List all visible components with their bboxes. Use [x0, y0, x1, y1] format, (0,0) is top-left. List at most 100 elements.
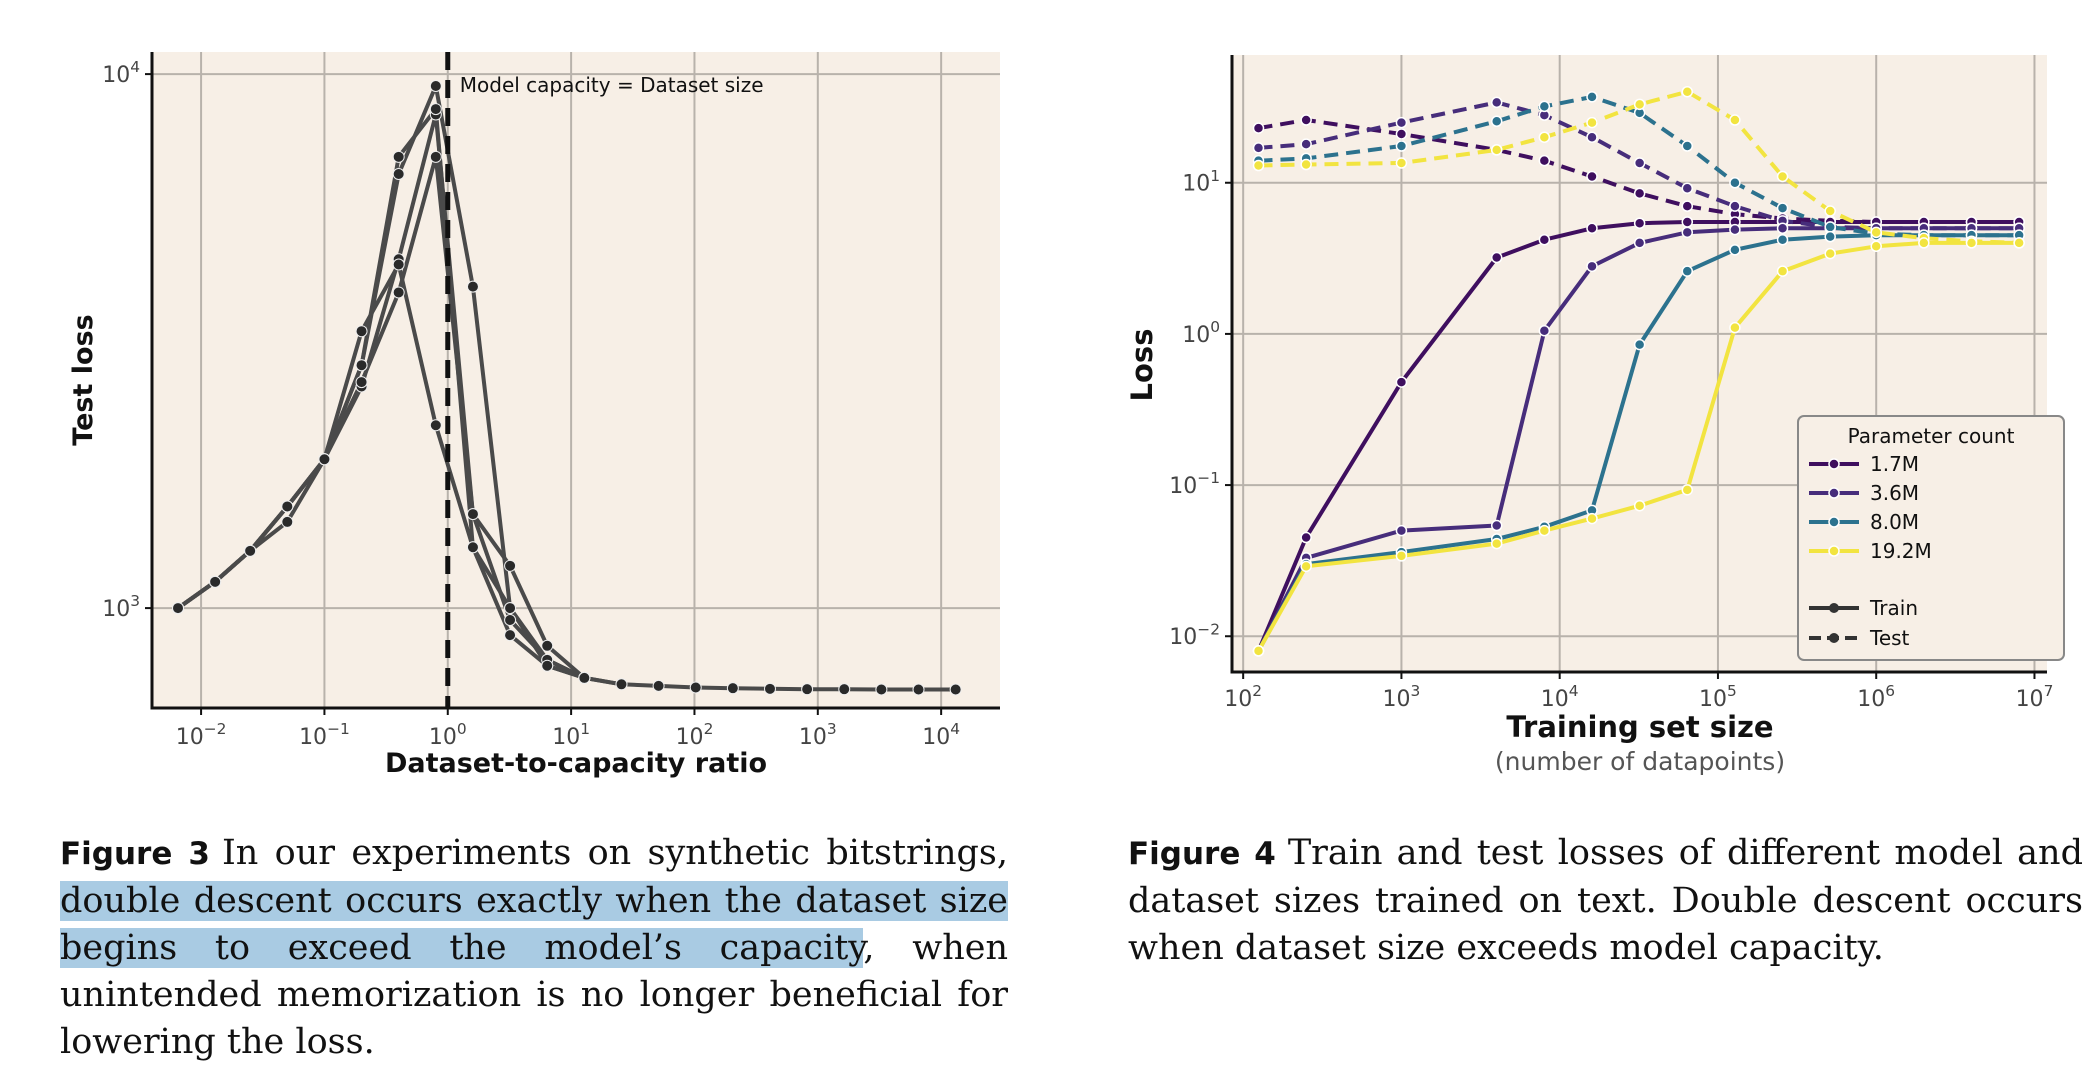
- capacity-annotation: Model capacity = Dataset size: [460, 73, 764, 97]
- test-point: [1395, 116, 1408, 129]
- y-tick-label: 104: [102, 58, 140, 88]
- data-point: [281, 515, 294, 528]
- figure-4-caption: Figure 4 Train and test losses of differe…: [1128, 830, 2083, 972]
- train-point: [1965, 237, 1978, 249]
- train-point: [2013, 237, 2025, 249]
- data-points: [172, 79, 962, 696]
- data-point: [355, 376, 368, 389]
- test-point: [1490, 144, 1503, 156]
- test-point: [1395, 128, 1408, 140]
- data-point: [578, 671, 591, 684]
- test-point: [1300, 138, 1312, 150]
- data-point: [615, 678, 628, 691]
- test-point: [1729, 200, 1741, 212]
- y-axis-label: Loss: [1125, 329, 1159, 402]
- data-point: [244, 544, 257, 557]
- y-axis-label: Test loss: [68, 314, 99, 445]
- legend-box: [1797, 415, 2065, 661]
- test-point: [1252, 159, 1265, 172]
- x-tick-label: 104: [1541, 682, 1579, 712]
- figure-3-caption: Figure 3 In our experiments on synthetic …: [60, 830, 1008, 1066]
- test-point: [1300, 114, 1312, 126]
- data-point: [392, 258, 405, 271]
- data-point: [763, 682, 776, 695]
- x-axis-label: Training set size: [1506, 710, 1773, 744]
- x-tick-label: 107: [2016, 682, 2054, 712]
- train-point: [1681, 226, 1694, 239]
- test-point: [1870, 226, 1882, 239]
- data-point: [466, 541, 479, 554]
- x-tick-label: 102: [676, 720, 714, 750]
- figure-4-chart: 102 103 104 105 106 107 10−2 10−1 100 101 Traini…: [1125, 55, 2065, 776]
- y-tick-label: 103: [102, 592, 140, 622]
- train-point: [1490, 519, 1503, 532]
- test-point: [1681, 140, 1694, 152]
- train-point: [1538, 233, 1551, 246]
- legend-marker: [1828, 487, 1840, 499]
- legend-marker: [1829, 633, 1839, 643]
- train-point: [1729, 223, 1741, 236]
- x-tick-label: 10−2: [176, 720, 227, 750]
- legend-items: 1.7M 3.6M 8.0M 19.2M Train Test: [1809, 452, 1932, 650]
- y-tick-label: 101: [1182, 167, 1220, 197]
- data-point: [504, 613, 517, 626]
- x-axis-sublabel: (number of datapoints): [1495, 747, 1785, 776]
- legend-title: Parameter count: [1848, 424, 2015, 448]
- y-tick-label: 100: [1182, 318, 1220, 348]
- axes: [1230, 55, 2047, 674]
- train-point: [1395, 376, 1408, 388]
- x-tick-label: 10−1: [299, 720, 350, 750]
- legend-marker: [1828, 458, 1840, 470]
- legend: Parameter count 1.7M 3.6M 8.0M 19.2M Train Te…: [1797, 415, 2065, 661]
- x-tick-label: 103: [1383, 682, 1421, 712]
- test-point: [1586, 91, 1598, 103]
- x-tick-label: 100: [429, 720, 467, 750]
- test-point: [1633, 98, 1646, 111]
- train-point: [1490, 537, 1503, 550]
- train-point: [1633, 217, 1646, 229]
- data-point: [949, 683, 962, 696]
- x-ticks: 10−2 10−1 100 101 102 103 104: [176, 708, 960, 750]
- train-point: [1776, 233, 1789, 246]
- train-point: [1252, 645, 1265, 657]
- data-point: [726, 682, 739, 695]
- test-point: [1776, 170, 1789, 183]
- grid: [1232, 55, 2047, 672]
- legend-label: 3.6M: [1870, 481, 1919, 505]
- legend-label: 1.7M: [1870, 452, 1919, 476]
- legend-marker: [1828, 516, 1840, 528]
- train-point: [1681, 216, 1694, 228]
- train-point: [1395, 550, 1408, 562]
- axes: [150, 52, 1000, 710]
- train-point: [1918, 237, 1930, 249]
- legend-marker: [1829, 603, 1839, 613]
- x-tick-label: 102: [1224, 682, 1262, 712]
- x-tick-label: 104: [922, 720, 960, 750]
- data-point: [209, 575, 222, 588]
- data-points: [1252, 85, 2025, 657]
- train-point: [1300, 560, 1312, 573]
- data-point: [429, 79, 442, 92]
- test-point: [1633, 157, 1646, 169]
- test-point: [1395, 140, 1408, 152]
- legend-label: 8.0M: [1870, 510, 1919, 534]
- data-point: [504, 602, 517, 615]
- test-point: [1681, 182, 1694, 194]
- caption-label: Figure 4: [1128, 836, 1276, 872]
- legend-label: Train: [1869, 596, 1918, 620]
- data-point: [689, 681, 702, 694]
- test-point: [1681, 200, 1694, 212]
- data-point: [429, 150, 442, 163]
- data-point: [392, 150, 405, 163]
- data-point: [875, 683, 888, 696]
- data-point: [504, 629, 517, 642]
- test-point: [1300, 158, 1312, 171]
- x-tick-label: 101: [552, 720, 590, 750]
- test-point: [1776, 202, 1789, 214]
- data-point: [801, 683, 814, 696]
- x-axis-label: Dataset-to-capacity ratio: [385, 748, 767, 779]
- x-tick-label: 103: [799, 720, 837, 750]
- train-point: [1395, 524, 1408, 537]
- test-point: [1538, 100, 1551, 113]
- test-loss-line: [176, 154, 586, 680]
